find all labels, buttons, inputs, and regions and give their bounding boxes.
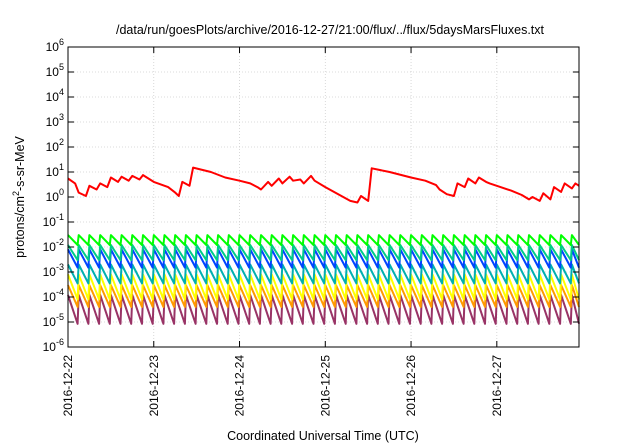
x-tick-label: 2016-12-26: [404, 355, 418, 417]
y-axis-label: protons/cm2-s-sr-MeV: [11, 135, 27, 257]
y-tick-label: 10-4: [43, 287, 64, 304]
x-tick-label: 2016-12-27: [490, 355, 504, 417]
y-tick-label: 106: [46, 37, 64, 54]
y-tick-label: 10-2: [43, 237, 64, 254]
chart-title: /data/run/goesPlots/archive/2016-12-27/2…: [116, 23, 545, 37]
y-axis-label-suffix: -s-sr-MeV: [13, 135, 27, 191]
y-tick-label: 103: [46, 112, 64, 129]
y-axis-ticks: 10-6 10-5 10-4 10-3 10-2 10-1 100 101 102 103 104 1…: [43, 37, 579, 354]
y-axis-label-prefix: protons/cm: [13, 196, 27, 258]
series-line-red: [67, 166, 580, 204]
y-tick-label: 10-5: [43, 312, 64, 329]
x-tick-label: 2016-12-22: [61, 355, 75, 417]
x-tick-label: 2016-12-25: [318, 355, 332, 417]
series-line: [67, 244, 580, 262]
x-tick-label: 2016-12-24: [233, 355, 247, 417]
series-line: [67, 234, 580, 246]
y-tick-label: 10-3: [43, 262, 64, 279]
y-tick-label: 100: [46, 187, 64, 204]
x-tick-label: 2016-12-23: [147, 355, 161, 417]
x-axis-ticks: 2016-12-22 2016-12-23 2016-12-24 2016-12-25…: [61, 47, 504, 416]
y-tick-label: 104: [46, 87, 64, 104]
y-tick-label: 10-6: [43, 337, 64, 354]
y-axis-label-sup: 2: [11, 191, 21, 196]
y-tick-label: 101: [46, 162, 64, 179]
x-axis-label: Coordinated Universal Time (UTC): [227, 429, 419, 443]
y-tick-label: 102: [46, 137, 64, 154]
series-group: [67, 166, 580, 325]
y-tick-label: 105: [46, 62, 64, 79]
y-tick-label: 10-1: [43, 212, 64, 229]
